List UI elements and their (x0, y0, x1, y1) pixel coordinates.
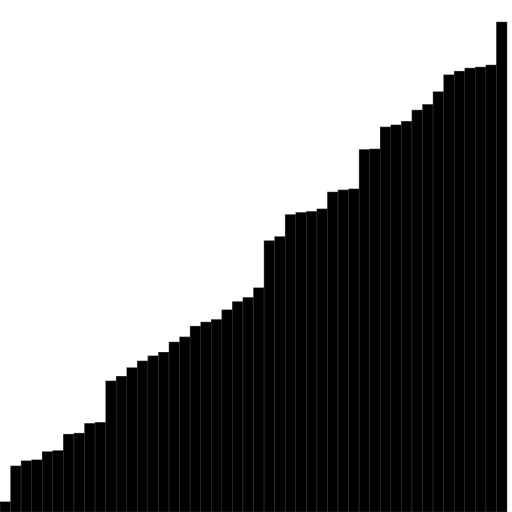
bar (390, 124, 402, 512)
bar (115, 376, 128, 512)
bar (189, 325, 201, 512)
bar (485, 64, 497, 512)
bar (369, 148, 381, 512)
bar (31, 459, 43, 512)
bar (147, 355, 159, 512)
bar (63, 433, 75, 512)
bar (295, 212, 307, 512)
bar (337, 189, 349, 512)
bar (200, 321, 212, 512)
bar (211, 319, 223, 512)
bar (284, 214, 297, 512)
bar (464, 67, 476, 512)
bar (475, 66, 487, 512)
bar (232, 301, 244, 512)
bar (158, 352, 170, 512)
bar (242, 297, 254, 512)
bar (316, 208, 328, 512)
bar (348, 188, 360, 512)
bar (253, 287, 265, 512)
bar (496, 21, 508, 512)
bar (0, 501, 11, 512)
bar (179, 336, 191, 512)
bar (94, 422, 106, 512)
bar (84, 423, 96, 512)
bar (422, 104, 434, 512)
bar (443, 74, 455, 512)
bar (126, 367, 138, 512)
bar (168, 341, 180, 512)
bar (401, 121, 413, 512)
bar (327, 191, 339, 512)
bar (221, 309, 233, 512)
bar (358, 149, 370, 512)
bar (20, 460, 32, 512)
bar (263, 240, 275, 512)
bar (453, 70, 466, 512)
bar (380, 126, 392, 512)
bar (137, 360, 149, 512)
bar (274, 236, 286, 512)
bar (42, 451, 54, 512)
bar (306, 211, 318, 512)
bar (432, 91, 444, 512)
bar (52, 450, 64, 512)
bar (73, 432, 85, 512)
bar (105, 380, 117, 512)
bar-series (0, 21, 508, 512)
bar (10, 465, 22, 512)
bar (411, 109, 423, 512)
